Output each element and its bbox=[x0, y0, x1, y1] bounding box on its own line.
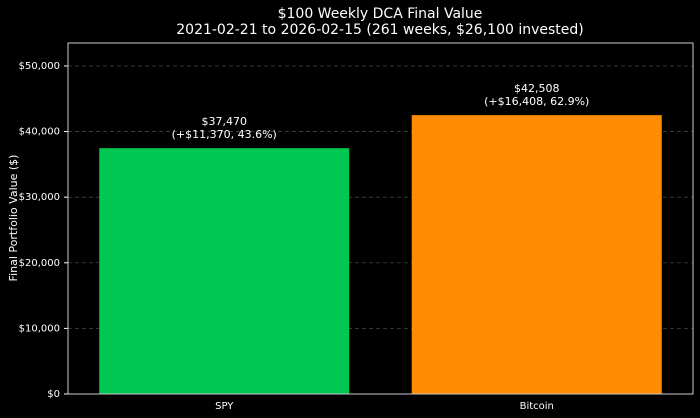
chart-title: $100 Weekly DCA Final Value bbox=[278, 6, 483, 22]
y-tick-label: $40,000 bbox=[19, 127, 60, 138]
bar bbox=[412, 115, 662, 394]
y-tick-label: $30,000 bbox=[19, 192, 60, 203]
y-tick-label: $20,000 bbox=[19, 258, 60, 269]
y-tick-label: $0 bbox=[47, 389, 60, 400]
gain-label: (+$11,370, 43.6%) bbox=[172, 128, 277, 141]
value-label: $37,470 bbox=[202, 115, 248, 128]
x-tick-label: Bitcoin bbox=[520, 401, 554, 412]
value-label: $42,508 bbox=[514, 82, 560, 95]
y-tick-label: $50,000 bbox=[19, 61, 60, 72]
y-tick-label: $10,000 bbox=[19, 323, 60, 334]
x-tick-label: SPY bbox=[215, 401, 234, 412]
gain-label: (+$16,408, 62.9%) bbox=[484, 95, 589, 108]
chart-subtitle: 2021-02-21 to 2026-02-15 (261 weeks, $26… bbox=[176, 22, 584, 38]
bar bbox=[99, 148, 349, 394]
